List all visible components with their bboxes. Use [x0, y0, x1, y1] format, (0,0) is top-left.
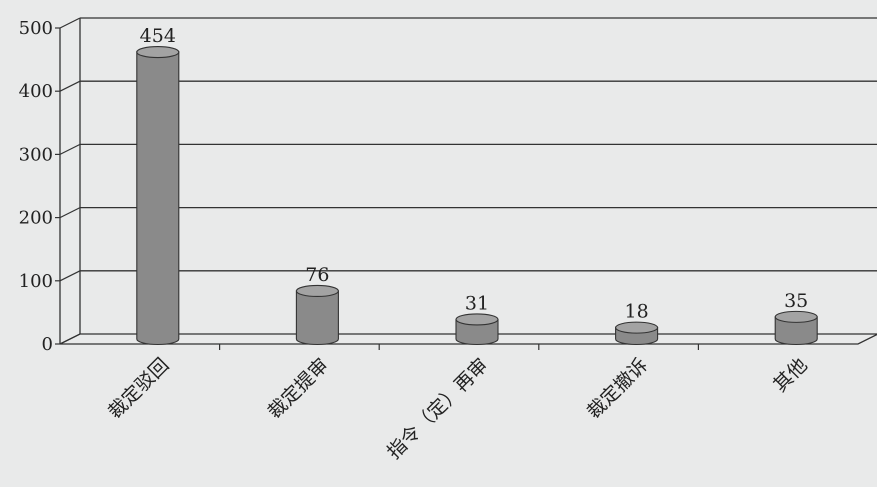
- data-label: 454: [140, 25, 176, 47]
- y-tick-labels: 0 100 200 300 400 500: [19, 18, 53, 355]
- bar: [615, 321, 659, 346]
- data-label: 35: [784, 290, 808, 312]
- bar-top: [615, 321, 659, 334]
- x-tick-label: 其他: [769, 354, 811, 396]
- wall-gridline: [59, 80, 81, 92]
- bar-top: [136, 46, 180, 59]
- y-tick-label: 400: [19, 81, 53, 102]
- bar-top: [774, 310, 818, 323]
- wall-gridline: [59, 143, 81, 155]
- data-label: 18: [625, 301, 649, 323]
- x-tick-label: 指令（定）再审: [383, 354, 493, 464]
- bars: [136, 46, 818, 346]
- x-tick-labels: 裁定驳回 裁定提审 指令（定）再审 裁定撤诉 其他: [104, 354, 812, 464]
- wall-gridline: [59, 270, 81, 282]
- data-labels: 454 76 31 18 35: [140, 25, 809, 323]
- bar: [136, 46, 180, 346]
- x-tick-label: 裁定提审: [264, 354, 333, 423]
- x-tick-label: 裁定撤诉: [583, 354, 652, 423]
- chart-floor: [59, 333, 877, 345]
- y-tick-label: 300: [19, 144, 53, 165]
- bar-body: [774, 316, 818, 346]
- bar-top: [295, 284, 339, 298]
- gridlines: [59, 17, 877, 345]
- axes: [55, 18, 877, 350]
- wall-gridline: [59, 207, 81, 219]
- data-label: 31: [465, 292, 489, 314]
- x-tick-label: 裁定驳回: [104, 354, 173, 423]
- bar-body: [136, 51, 180, 346]
- y-tick-label: 100: [19, 271, 53, 292]
- bar-body: [295, 290, 339, 346]
- bar: [455, 313, 499, 346]
- y-tick-label: 0: [42, 334, 53, 355]
- y-tick-label: 200: [19, 208, 53, 229]
- bar: [295, 284, 339, 346]
- bar-top: [455, 313, 499, 326]
- wall-gridline: [59, 17, 81, 29]
- bar-body: [455, 318, 499, 346]
- bar: [774, 310, 818, 346]
- data-label: 76: [305, 264, 329, 286]
- y-tick-label: 500: [19, 18, 53, 39]
